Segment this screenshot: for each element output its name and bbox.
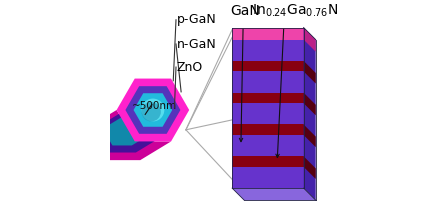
Text: p-GaN: p-GaN [176, 13, 216, 26]
Polygon shape [95, 110, 167, 152]
Polygon shape [232, 125, 304, 135]
Polygon shape [304, 156, 316, 179]
Polygon shape [232, 28, 304, 40]
Polygon shape [304, 125, 316, 147]
Polygon shape [232, 61, 304, 72]
Polygon shape [86, 110, 171, 160]
Polygon shape [117, 79, 189, 141]
Polygon shape [232, 28, 304, 188]
Polygon shape [304, 28, 316, 200]
Polygon shape [125, 86, 180, 134]
Text: ZnO: ZnO [176, 61, 203, 74]
Circle shape [142, 99, 165, 121]
Text: In$_{0.24}$Ga$_{0.76}$N: In$_{0.24}$Ga$_{0.76}$N [252, 3, 338, 19]
Text: GaN: GaN [231, 4, 260, 18]
Polygon shape [103, 110, 163, 145]
Polygon shape [304, 28, 316, 52]
Polygon shape [134, 93, 172, 127]
Text: ~500nm: ~500nm [132, 101, 177, 111]
Polygon shape [232, 188, 316, 200]
Circle shape [141, 102, 161, 121]
Polygon shape [304, 61, 316, 84]
Polygon shape [232, 93, 304, 103]
Text: n-GaN: n-GaN [176, 37, 216, 51]
Polygon shape [304, 93, 316, 115]
Polygon shape [232, 156, 304, 167]
